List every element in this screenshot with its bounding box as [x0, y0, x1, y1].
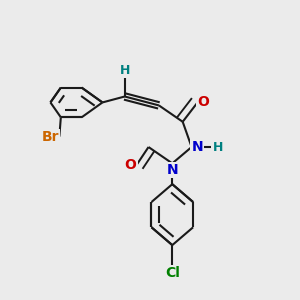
Text: N: N — [192, 140, 203, 154]
Text: H: H — [212, 140, 223, 154]
Text: O: O — [198, 95, 209, 110]
Text: Cl: Cl — [165, 266, 180, 280]
Text: N: N — [167, 164, 178, 177]
Text: Br: Br — [42, 130, 59, 144]
Text: H: H — [119, 64, 130, 77]
Text: O: O — [125, 158, 136, 172]
